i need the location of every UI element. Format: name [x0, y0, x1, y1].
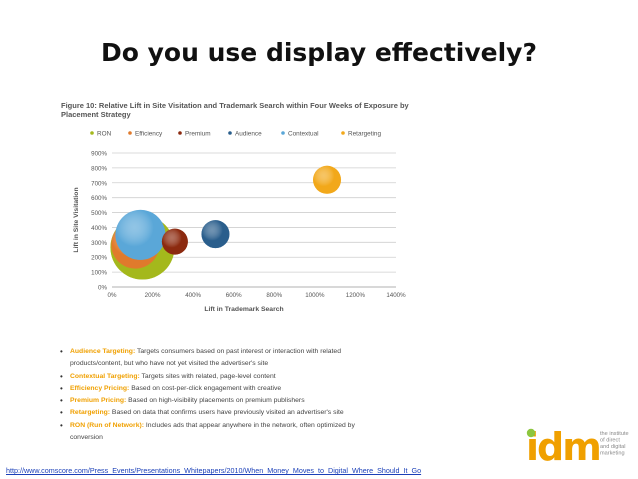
bullet-dot: •	[60, 420, 63, 430]
logo-text-line: marketing	[600, 451, 625, 457]
x-tick-label: 800%	[266, 292, 282, 299]
logo-dot	[526, 428, 536, 438]
legend-label: Retargeting	[348, 130, 381, 137]
x-tick-label: 400%	[185, 292, 201, 299]
legend-marker	[281, 131, 285, 135]
definition-term: Audience Targeting:	[70, 348, 136, 355]
bullet-dot: •	[60, 408, 63, 418]
x-tick-label: 600%	[226, 292, 242, 299]
y-tick-label: 600%	[91, 195, 107, 202]
bullet-dot: •	[60, 347, 63, 356]
definition-text-cont: conversion	[70, 434, 103, 442]
y-tick-label: 500%	[91, 210, 107, 217]
x-tick-label: 200%	[145, 292, 161, 299]
y-tick-label: 300%	[91, 240, 107, 247]
definition-text: Based on cost-per-click engagement with …	[129, 384, 282, 392]
definition-text: Targets consumers based on past interest…	[135, 348, 341, 355]
definition-item: • Audience Targeting: Targets consumers b…	[58, 346, 458, 371]
definition-item: • Contextual Targeting: Targets sites wit…	[58, 371, 458, 383]
logo-text-line: the institute	[600, 431, 629, 437]
definition-term: RON (Run of Network):	[70, 421, 145, 429]
definition-item: • Efficiency Pricing: Based on cost-per-c…	[58, 383, 458, 395]
source-link[interactable]: http://www.comscore.com/Press_Events/Pre…	[6, 466, 422, 475]
legend-marker	[128, 131, 132, 135]
x-axis-label: Lift in Trademark Search	[204, 306, 283, 313]
y-tick-label: 800%	[91, 165, 107, 172]
legend-label: RON	[97, 130, 112, 137]
definition-term: Premium Pricing:	[70, 397, 127, 405]
definition-item: • Premium Pricing: Based on high-visibili…	[58, 395, 458, 407]
figure-title: Figure 10: Relative Lift in Site Visitat…	[61, 101, 409, 119]
definition-term: Efficiency Pricing:	[70, 384, 130, 392]
bullet-dot: •	[60, 371, 63, 381]
legend-marker	[341, 131, 345, 135]
y-tick-label: 200%	[91, 255, 107, 262]
y-axis-label: Lift in Site Visitation	[73, 187, 80, 252]
definition-list: • Audience Targeting: Targets consumers b…	[58, 346, 458, 444]
legend-label: Audience	[235, 130, 262, 137]
legend-label: Efficiency	[135, 130, 163, 137]
bubble-shine-contextual	[115, 209, 166, 260]
definition-text: Based on high-visibility placements on p…	[126, 397, 305, 405]
legend-marker	[228, 131, 232, 135]
bubble-shine-premium	[161, 228, 188, 255]
x-tick-label: 1400%	[386, 292, 406, 299]
legend-marker	[178, 131, 182, 135]
y-tick-label: 700%	[91, 180, 107, 187]
slide-title: Do you use display effectively?	[101, 38, 537, 67]
definition-text: Includes ads that appear anywhere in the…	[144, 421, 355, 429]
definition-text: Targets sites with related, page-level c…	[139, 372, 276, 380]
legend-marker	[90, 131, 94, 135]
logo-text-line: of direct	[600, 438, 620, 444]
x-tick-label: 1000%	[305, 292, 325, 299]
y-tick-label: 0%	[98, 285, 107, 292]
logo-text-line: and digital	[600, 444, 626, 450]
bullet-dot: •	[60, 396, 63, 406]
definition-item: • Retargeting: Based on data that confirm…	[58, 407, 458, 419]
bubble-shine-audience	[201, 220, 230, 249]
logo-mark: idm	[526, 426, 600, 466]
y-tick-label: 900%	[91, 151, 107, 158]
legend-label: Premium	[185, 130, 211, 137]
bullet-dot: •	[60, 383, 63, 393]
y-tick-label: 100%	[91, 270, 107, 277]
bubble-shine-retargeting	[313, 165, 342, 194]
x-tick-label: 1200%	[346, 292, 366, 299]
legend-label: Contextual	[288, 130, 319, 137]
definition-item: • RON (Run of Network): Includes ads that…	[58, 420, 458, 445]
x-tick-label: 0%	[108, 292, 117, 299]
definition-term: Retargeting:	[70, 409, 111, 417]
y-tick-label: 400%	[91, 225, 107, 232]
definition-term: Contextual Targeting:	[70, 372, 140, 380]
definition-text-cont: products/content, but who have not yet v…	[70, 360, 269, 368]
definition-text: Based on data that confirms users have p…	[110, 409, 344, 417]
